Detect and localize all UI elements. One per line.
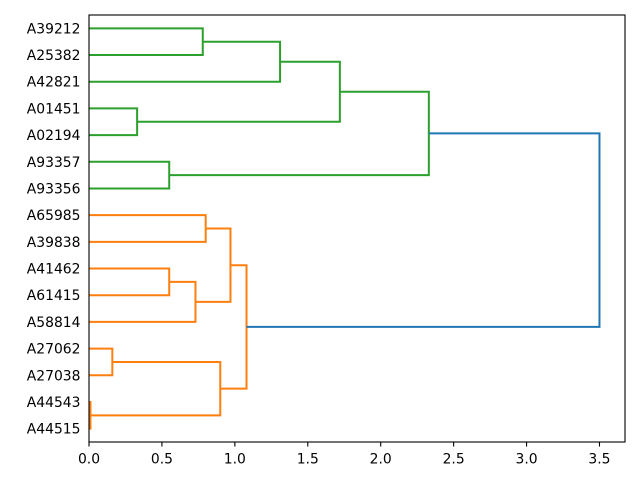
dendrogram-link: [89, 107, 139, 137]
dendrogram-link: [89, 347, 114, 377]
dendrogram-link: [89, 280, 197, 323]
x-tick-label: 0.0: [78, 452, 100, 468]
dendrogram-link: [89, 40, 282, 83]
dendrogram-link: [89, 214, 207, 243]
dendrogram-link: [195, 227, 232, 303]
leaf-label: A01451: [27, 101, 81, 117]
plot-border: [88, 14, 626, 443]
leaf-label: A27062: [27, 342, 81, 358]
dendrogram-link: [220, 264, 248, 390]
leaf-label: A61415: [27, 288, 81, 304]
leaf-label: A41462: [27, 262, 81, 278]
x-tick-label: 2.0: [370, 452, 392, 468]
x-tick-label: 1.5: [297, 452, 319, 468]
leaf-label: A27038: [27, 368, 81, 384]
dendrogram-link: [246, 132, 601, 328]
leaf-label: A39838: [27, 235, 81, 251]
x-tick-label: 1.0: [224, 452, 246, 468]
leaf-label: A42821: [27, 75, 81, 91]
leaf-label: A25382: [27, 48, 81, 64]
x-tick-label: 2.5: [443, 452, 465, 468]
dendrogram-link: [169, 90, 430, 177]
leaf-label: A39212: [27, 21, 81, 37]
x-tick-label: 3.5: [588, 452, 610, 468]
leaf-label: A93356: [27, 181, 81, 197]
dendrogram-link: [89, 27, 204, 57]
leaf-label: A44543: [27, 395, 81, 411]
dendrogram-link: [90, 360, 222, 417]
leaf-label: A65985: [27, 208, 81, 224]
x-tick-label: 0.5: [151, 452, 173, 468]
leaf-label: A58814: [27, 315, 81, 331]
leaf-label: A44515: [27, 422, 81, 438]
dendrogram-link: [137, 60, 341, 123]
dendrogram-link: [89, 160, 171, 190]
leaf-label: A02194: [27, 128, 81, 144]
leaf-label: A93357: [27, 155, 81, 171]
dendrogram-link: [89, 267, 171, 297]
x-tick-label: 3.0: [516, 452, 538, 468]
